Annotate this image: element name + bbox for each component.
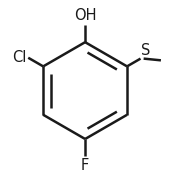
Text: F: F: [81, 158, 89, 173]
Text: S: S: [141, 43, 151, 58]
Text: OH: OH: [74, 8, 96, 23]
Text: Cl: Cl: [12, 50, 27, 65]
